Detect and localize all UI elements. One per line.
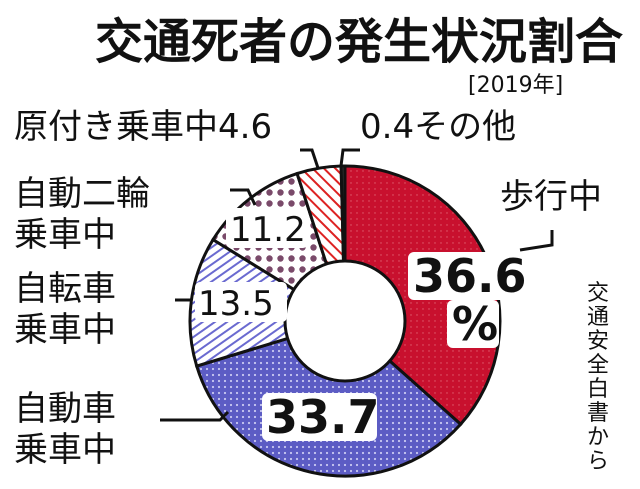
label-moped: 原付き乗車中4.6	[14, 107, 272, 147]
label-car-line2: 乗車中	[14, 430, 116, 470]
label-moto-line1: 自動二輪	[14, 174, 150, 214]
chart-title: 交通死者の発生状況割合	[95, 14, 623, 70]
source-char: 安	[587, 329, 609, 354]
value-walking: 36.6 %	[408, 249, 538, 351]
value-bike-number: 13.5	[198, 284, 274, 324]
value-moto-number: 11.2	[230, 210, 306, 250]
source-char: 全	[587, 353, 609, 378]
label-moto-line2: 乗車中	[14, 215, 116, 255]
source-char: か	[587, 425, 609, 450]
source-char: 白	[587, 377, 609, 402]
label-bike-line1: 自転車	[14, 269, 116, 309]
source-char: 通	[587, 305, 609, 330]
value-walking-number: 36.6	[413, 249, 527, 303]
leader-moped	[300, 148, 320, 169]
label-bike-line2: 乗車中	[14, 310, 116, 350]
value-bike: 13.5	[195, 282, 287, 324]
source-char: ら	[587, 449, 609, 474]
leader-other	[339, 148, 360, 167]
value-car: 33.7	[262, 390, 380, 444]
label-other: 0.4その他	[360, 107, 516, 147]
leader-moto	[230, 188, 257, 206]
leader-car	[160, 410, 230, 422]
value-walking-unit: %	[452, 297, 498, 351]
leader-walking	[519, 230, 554, 252]
chart-subtitle-year: [2019年]	[468, 73, 563, 98]
donut-hole	[283, 259, 407, 383]
label-walking: 歩行中	[500, 177, 602, 217]
value-car-number: 33.7	[266, 390, 380, 444]
source-char: 交	[587, 281, 609, 306]
label-car-line1: 自動車	[14, 389, 116, 429]
value-moto: 11.2	[226, 208, 308, 250]
source-char: 書	[587, 401, 609, 426]
